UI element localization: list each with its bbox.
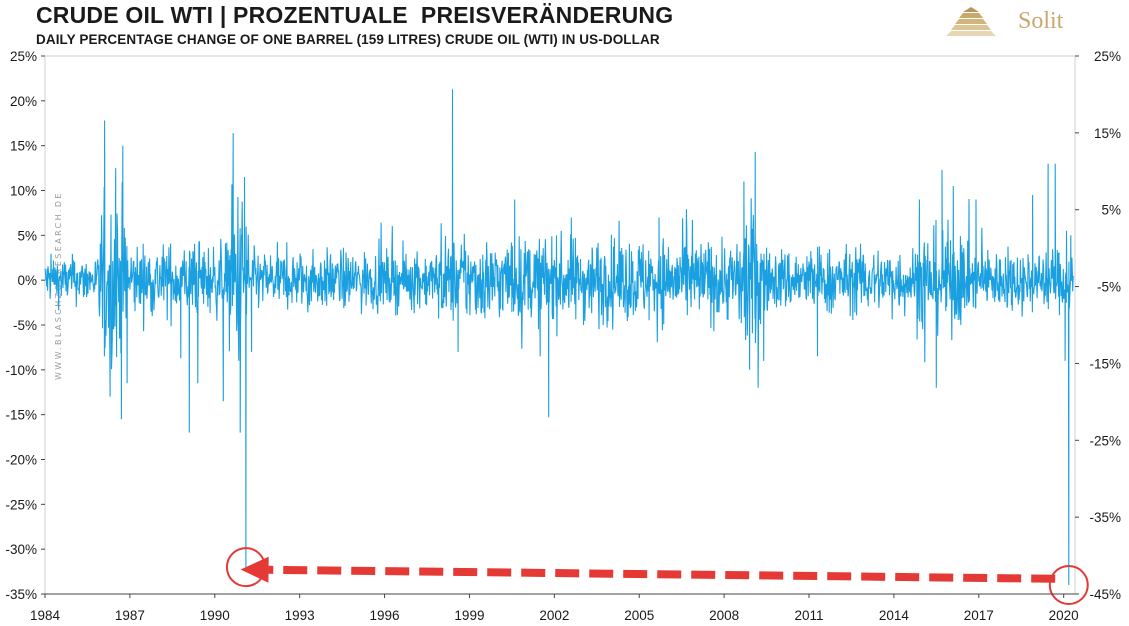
left-tick-label: -35% bbox=[5, 587, 37, 602]
left-tick-label: 0% bbox=[17, 273, 37, 288]
right-tick-label: -25% bbox=[1089, 433, 1121, 448]
left-tick-label: -20% bbox=[5, 453, 37, 468]
left-tick-label: 20% bbox=[10, 94, 37, 109]
left-tick-label: 5% bbox=[17, 228, 37, 243]
series-line bbox=[44, 89, 1074, 586]
chart-subtitle: DAILY PERCENTAGE CHANGE OF ONE BARREL (1… bbox=[36, 32, 660, 47]
left-axis: 25% 20% 15% 10% 5% 0% -5% -10% -15% -20% -25% -30% -… bbox=[5, 49, 45, 602]
x-tick-label: 2002 bbox=[539, 608, 569, 623]
x-tick-label: 1999 bbox=[454, 608, 484, 623]
left-tick-label: -15% bbox=[5, 408, 37, 423]
highlight-circle-2 bbox=[1048, 565, 1089, 606]
x-tick-label: 2014 bbox=[879, 608, 910, 623]
x-tick-label: 2017 bbox=[964, 608, 994, 623]
right-tick-label: 25% bbox=[1094, 49, 1121, 64]
plot-border bbox=[44, 55, 1076, 595]
logo-text: Solit bbox=[1018, 8, 1064, 34]
left-tick-label: -5% bbox=[13, 318, 37, 333]
x-tick-label: 2005 bbox=[624, 608, 654, 623]
x-tick-label: 2020 bbox=[1049, 608, 1079, 623]
left-tick-label: 15% bbox=[10, 139, 37, 154]
x-tick-label: 1996 bbox=[370, 608, 400, 623]
left-tick-label: -30% bbox=[5, 542, 37, 557]
x-tick-label: 2011 bbox=[794, 608, 823, 623]
right-axis: 25% 15% 5% -5% -15% -25% -35% -45% bbox=[1075, 49, 1121, 602]
x-tick-label: 1993 bbox=[285, 608, 315, 623]
left-tick-label: -10% bbox=[5, 363, 37, 378]
solit-logo: Solit bbox=[936, 6, 1116, 40]
left-tick-label: -25% bbox=[5, 497, 37, 512]
right-tick-label: -35% bbox=[1089, 510, 1121, 525]
right-tick-label: -45% bbox=[1089, 587, 1121, 602]
right-tick-label: 5% bbox=[1101, 203, 1121, 218]
left-tick-label: 10% bbox=[10, 184, 37, 199]
right-tick-label: -5% bbox=[1097, 280, 1121, 295]
x-tick-label: 2008 bbox=[709, 608, 739, 623]
chart-title: CRUDE OIL WTI | PROZENTUALE PREISVERÄNDE… bbox=[36, 2, 674, 28]
x-tick-label: 1987 bbox=[115, 608, 145, 623]
annotation-layer bbox=[225, 547, 1089, 606]
pyramid-icon bbox=[946, 7, 996, 36]
arrow-head bbox=[240, 556, 269, 583]
right-tick-label: 15% bbox=[1094, 126, 1121, 141]
x-tick-label: 1990 bbox=[200, 608, 230, 623]
right-tick-label: -15% bbox=[1089, 356, 1121, 371]
x-tick-label: 1984 bbox=[30, 608, 61, 623]
x-axis: 1984 1987 1990 1993 1996 1999 2002 2005 2008 2011… bbox=[30, 593, 1079, 623]
plot-frame bbox=[44, 55, 1076, 595]
series-layer bbox=[44, 89, 1074, 586]
left-tick-label: 25% bbox=[10, 49, 37, 64]
arrow-shaft bbox=[268, 565, 1056, 583]
